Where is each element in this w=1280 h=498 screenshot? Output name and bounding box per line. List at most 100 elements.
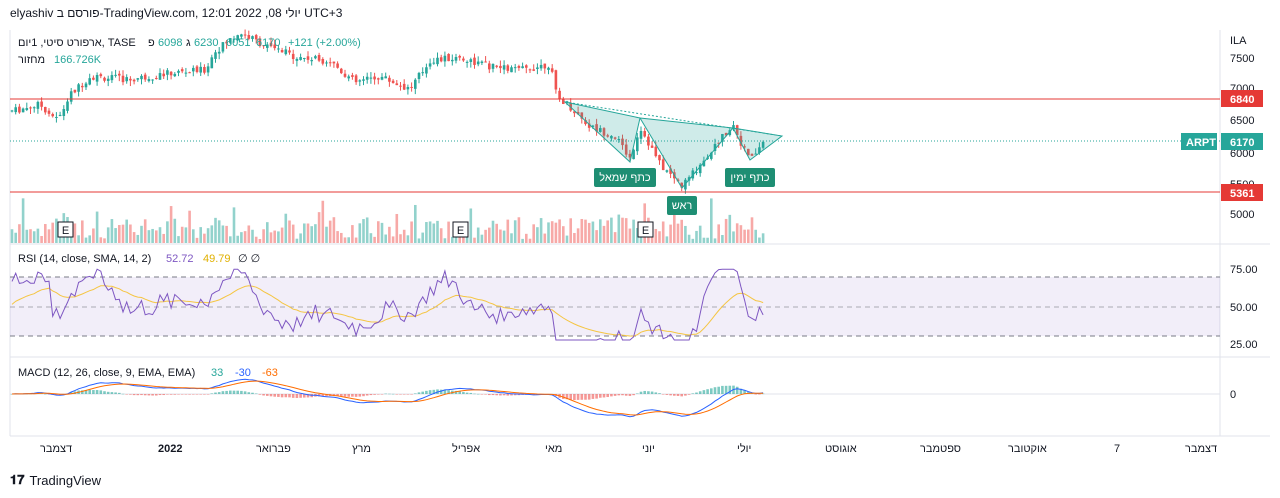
candle-body	[354, 75, 358, 83]
macd-hist-bar	[599, 394, 602, 398]
candle-body	[647, 136, 650, 146]
volume-bar	[262, 229, 265, 243]
candle-body	[299, 57, 302, 60]
candle-body	[240, 34, 243, 37]
volume-bar	[84, 237, 88, 243]
signal-line	[11, 380, 764, 416]
earnings-marker[interactable]: E	[637, 221, 654, 238]
volume-bar	[347, 237, 350, 243]
candle-body	[606, 135, 609, 137]
volume-bars	[10, 198, 765, 243]
volume-bar	[184, 227, 188, 243]
macd-hist-bar	[606, 394, 609, 398]
candle-body	[554, 70, 558, 90]
volume-bar	[495, 223, 498, 243]
volume-bar	[543, 233, 547, 243]
volume-bar	[698, 225, 702, 243]
macd-hist-bar	[580, 394, 584, 400]
volume-bar	[81, 220, 84, 243]
candle-body	[439, 57, 443, 62]
volume-bar	[610, 217, 613, 243]
candle-body	[10, 110, 14, 112]
candle-body	[525, 65, 528, 68]
macd-hist-bar	[125, 394, 128, 395]
svg-text:דצמבר: דצמבר	[1185, 443, 1217, 455]
macd-hist-bar	[399, 394, 402, 395]
candle-body	[610, 135, 613, 139]
macd-hist-bar	[717, 386, 720, 394]
macd-hist-bar	[284, 394, 288, 398]
macd-hist-bar	[728, 385, 732, 394]
volume-bar	[362, 219, 365, 243]
candle-body	[513, 67, 517, 69]
volume-bar	[88, 235, 91, 243]
macd-hist-bar	[206, 394, 210, 395]
macd-hist-bar	[158, 394, 162, 396]
volume-bar	[673, 202, 676, 243]
candle-body	[180, 69, 184, 72]
candle-body	[325, 62, 328, 64]
volume-bar	[388, 226, 391, 243]
candle-body	[81, 85, 84, 88]
candle-body	[336, 63, 339, 68]
candle-body	[414, 79, 417, 89]
volume-bar	[654, 228, 658, 243]
svg-text:6000: 6000	[1230, 148, 1254, 160]
candle-body	[539, 64, 543, 69]
macd-hist-bar	[121, 393, 125, 395]
svg-text:7500: 7500	[1230, 53, 1254, 65]
volume-bar	[558, 219, 561, 243]
macd-hist-bar	[188, 394, 191, 395]
macd-hist-bar	[155, 394, 158, 396]
macd-hist-bar	[373, 394, 376, 395]
candle-body	[458, 56, 461, 58]
svg-text:6098: 6098	[158, 37, 182, 49]
volume-bar	[240, 232, 243, 243]
candle-body	[332, 61, 336, 64]
macd-hist-bar	[88, 389, 91, 394]
svg-text:ספטמבר: ספטמבר	[920, 443, 961, 455]
tradingview-brand[interactable]: 𝟏𝟕 TradingView	[10, 472, 101, 488]
volume-bar	[502, 230, 506, 243]
volume-bar	[676, 223, 680, 243]
time-axis[interactable]: דצמבר 2022 פברואר מרץ אפריל מאי יוני יול…	[40, 442, 1217, 455]
svg-text:166.726K: 166.726K	[54, 54, 102, 66]
volume-bar	[280, 227, 284, 243]
volume-bar	[439, 228, 443, 243]
svg-text:75.00: 75.00	[1230, 264, 1258, 276]
macd-hist-bar	[129, 394, 132, 395]
candle-body	[447, 53, 450, 62]
macd-hist-bar	[684, 394, 687, 396]
price-scale[interactable]: ILA 7500 7000 6500 6000 5500 5000 6840 A…	[1181, 35, 1263, 221]
candle-body	[558, 90, 561, 99]
candle-body	[384, 76, 387, 79]
volume-bar	[214, 217, 217, 243]
earnings-marker[interactable]: E	[452, 221, 469, 238]
volume-bar	[414, 204, 417, 243]
volume-bar	[547, 222, 550, 243]
candle-body	[691, 170, 695, 179]
volume-bar	[21, 198, 25, 243]
volume-bar	[36, 228, 40, 243]
volume-bar	[384, 234, 387, 243]
volume-bar	[155, 230, 158, 243]
svg-text:כתף שמאל: כתף שמאל	[599, 171, 651, 184]
volume-bar	[199, 227, 202, 243]
volume-bar	[169, 206, 173, 243]
macd-hist-bar	[173, 394, 177, 395]
macd-hist-bar	[743, 390, 746, 394]
earnings-marker[interactable]: E	[57, 221, 74, 238]
macd-hist-bar	[476, 393, 480, 395]
svg-text:ARPT: ARPT	[1186, 137, 1216, 149]
volume-bar	[695, 230, 698, 243]
volume-bar	[550, 221, 554, 243]
macd-hist-bar	[388, 393, 391, 395]
svg-text:7: 7	[1114, 443, 1120, 455]
macd-hist-bar	[354, 394, 358, 397]
volume-bar	[724, 218, 728, 243]
candle-body	[399, 85, 402, 87]
macd-hist-bar	[565, 394, 569, 400]
volume-bar	[317, 212, 321, 243]
macd-hist-bar	[632, 394, 635, 396]
